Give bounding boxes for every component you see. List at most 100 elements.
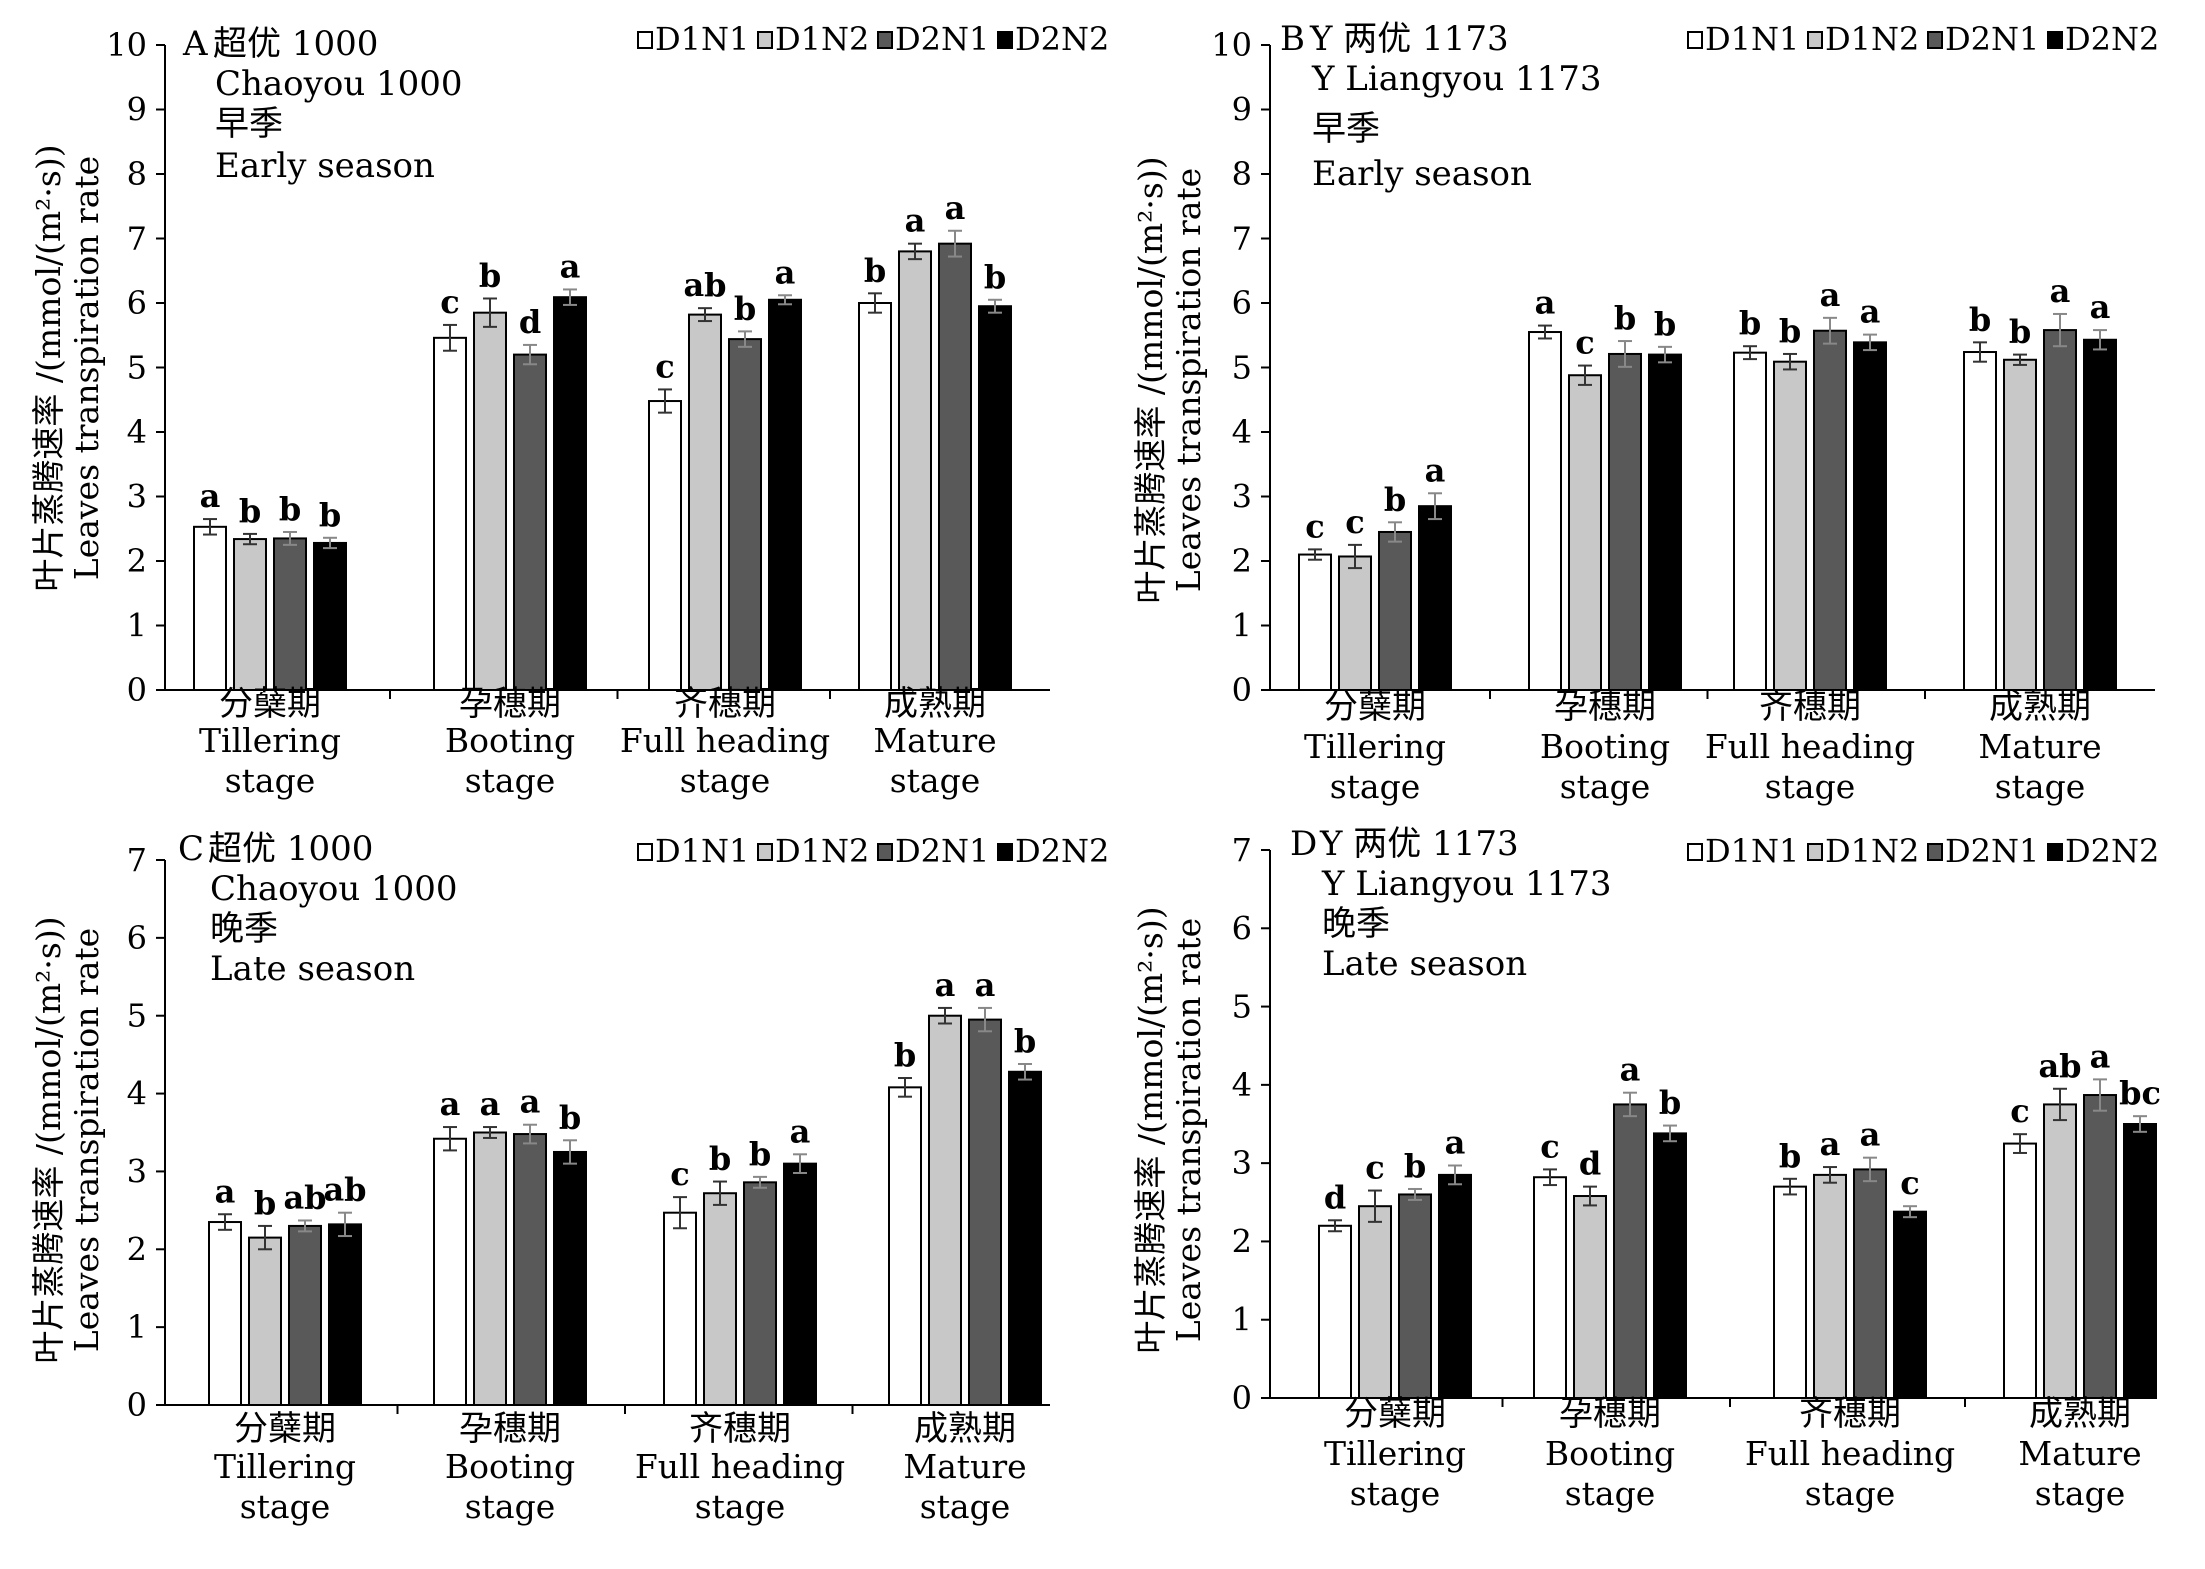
panel-title-line: Early season <box>215 146 435 186</box>
stage-label-zh: 孕穗期 <box>459 684 561 724</box>
significance-label: c <box>1900 1164 1919 1202</box>
panel-title-line: 晚季 <box>1322 904 1390 944</box>
stage-label-en: Booting <box>445 721 575 760</box>
bar-d2n2 <box>783 1162 817 1406</box>
legend-swatch-d2n1 <box>877 31 893 49</box>
bar-d1n1 <box>433 1137 467 1406</box>
significance-label: ab <box>2038 1047 2081 1085</box>
error-bar <box>523 343 537 366</box>
bar-d2n2 <box>1853 341 1887 691</box>
error-bar <box>1973 341 1987 363</box>
stage-label-en: stage <box>1995 767 2086 806</box>
error-bar <box>1428 492 1442 521</box>
significance-label: a <box>945 189 966 227</box>
y-tick-label: 8 <box>127 155 147 193</box>
bar-d1n2 <box>2003 358 2037 691</box>
error-bar <box>523 1123 537 1145</box>
stage-label-en: stage <box>1330 767 1421 806</box>
error-bar <box>793 1153 807 1174</box>
significance-label: d <box>1324 1178 1346 1216</box>
bar-d2n1 <box>938 242 972 691</box>
error-bar <box>2013 1133 2027 1154</box>
y-axis-label: 叶片蒸腾速率 /(mmol/(m²·s)) <box>1131 906 1170 1353</box>
error-bar <box>1823 1166 1837 1184</box>
significance-label: a <box>1620 1051 1641 1089</box>
y-axis-label-en: Leaves transpiration rate <box>67 156 106 580</box>
bar-d1n1 <box>2003 1142 2037 1399</box>
significance-label: a <box>905 202 926 240</box>
bar-d1n1 <box>1963 351 1997 691</box>
bar-d1n1 <box>1533 1176 1567 1399</box>
y-tick-label: 2 <box>1232 1222 1252 1260</box>
legend-label: D2N2 <box>1015 20 1109 58</box>
stage-label-en: Booting <box>445 1447 575 1486</box>
stage-label-en: stage <box>240 1487 331 1526</box>
bar-d1n1 <box>1528 331 1562 691</box>
legend-swatch-d1n2 <box>1807 31 1823 49</box>
stage-label-en: stage <box>225 761 316 800</box>
error-bar <box>938 1006 952 1025</box>
error-bar <box>218 1213 232 1231</box>
y-tick-label: 3 <box>1232 478 1252 516</box>
stage-label-en: Full heading <box>620 721 830 760</box>
panel-letter: A <box>182 24 208 64</box>
significance-label: a <box>790 1112 811 1150</box>
bar-d2n1 <box>2043 329 2077 691</box>
y-tick-label: 7 <box>1232 831 1252 869</box>
significance-label: c <box>655 347 674 385</box>
significance-label: d <box>519 303 541 341</box>
error-bar <box>713 1180 727 1206</box>
error-bar <box>1618 340 1632 368</box>
stage-label-en: Tillering <box>199 721 341 760</box>
y-axis-label: 叶片蒸腾速率 /(mmol/(m²·s)) <box>29 916 68 1363</box>
bar-d2n1 <box>1378 530 1412 691</box>
panel-letter: C <box>178 829 204 869</box>
error-bar <box>563 1139 577 1165</box>
y-tick-label: 2 <box>1232 542 1252 580</box>
significance-label: a <box>2050 272 2071 310</box>
panel-letter: D <box>1290 824 1317 864</box>
y-tick-label: 6 <box>1232 909 1252 947</box>
y-tick-label: 1 <box>127 1308 147 1346</box>
y-tick-label: 5 <box>127 997 147 1035</box>
y-tick-label: 9 <box>127 91 147 129</box>
bar-d1n2 <box>928 1014 962 1406</box>
bar-d2n2 <box>328 1223 362 1407</box>
bar-d1n2 <box>688 313 722 691</box>
error-bar <box>2093 329 2107 351</box>
stage-label-zh: 孕穗期 <box>459 1409 561 1449</box>
significance-label: a <box>1820 276 1841 314</box>
panel-title-line: Y Liangyou 1173 <box>1311 59 1602 99</box>
y-axis-label: 叶片蒸腾速率 /(mmol/(m²·s)) <box>1131 156 1170 603</box>
error-bar <box>1743 345 1757 361</box>
bar-d2n2 <box>1008 1070 1042 1407</box>
error-bar <box>483 1126 497 1139</box>
bar-d1n1 <box>193 525 227 691</box>
significance-label: ab <box>283 1178 326 1216</box>
y-tick-label: 10 <box>106 26 147 64</box>
panel-title-line: 超优 1000 <box>208 829 373 869</box>
error-bar <box>2053 312 2067 348</box>
bar-d1n1 <box>1733 351 1767 691</box>
error-bar <box>1823 316 1837 345</box>
error-bar <box>2133 1115 2147 1133</box>
bar-d1n1 <box>433 336 467 691</box>
stage-label-zh: 齐穗期 <box>689 1409 791 1449</box>
y-tick-label: 7 <box>127 220 147 258</box>
legend-label: D2N1 <box>895 20 989 58</box>
panel-letter: B <box>1280 19 1305 59</box>
significance-label: b <box>1659 1084 1681 1122</box>
bar-d1n2 <box>473 1131 507 1406</box>
significance-label: b <box>734 289 756 327</box>
significance-label: c <box>1540 1127 1559 1165</box>
error-bar <box>2093 1078 2107 1112</box>
stage-label-zh: 分蘖期 <box>234 1409 336 1449</box>
error-bar <box>1543 1168 1557 1187</box>
stage-label-zh: 分蘖期 <box>1324 687 1426 727</box>
y-tick-label: 5 <box>1232 988 1252 1026</box>
significance-label: a <box>775 253 796 291</box>
stage-label-en: Tillering <box>214 1447 356 1486</box>
